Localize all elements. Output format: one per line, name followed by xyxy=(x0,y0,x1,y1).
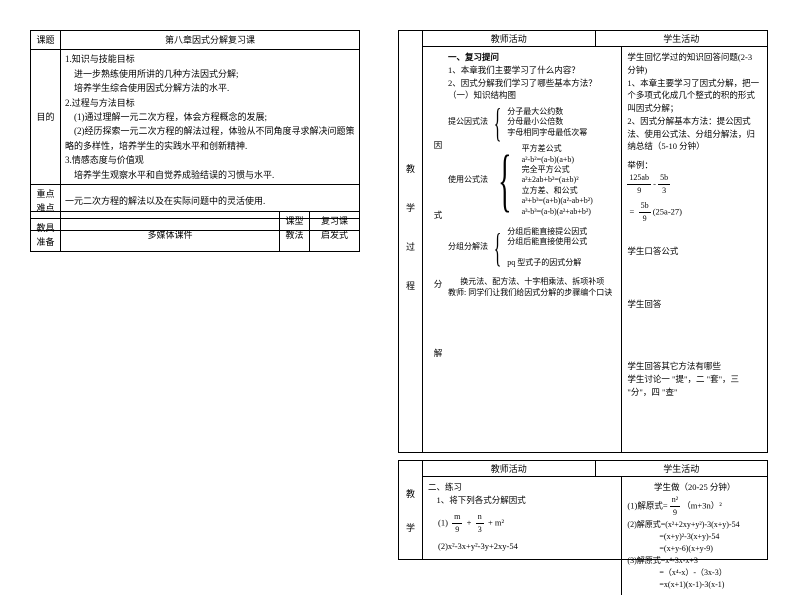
goals: 1.知识与技能目标 进一步熟练使用所讲的几种方法因式分解; 培养学生综合使用因式… xyxy=(61,50,360,185)
student-col-b: 学生做（20-25 分钟） (1)解原式= n²9 （m+3n）² (2)解原式… xyxy=(622,477,767,595)
t2: 1、将下列各式分解因式 xyxy=(428,494,616,507)
rev-title: 一、复习提问 xyxy=(448,51,616,64)
s1: 学生回忆学过的知识回答问题(2-3 分钟) xyxy=(627,51,762,77)
pane-body-top: 因式分解 一、复习提问 1、本章我们主要学习了什么内容？ 2、因式分解我们学习了… xyxy=(423,47,767,452)
s3: 2、因式分解基本方法：提公因式法、使用公式法、分组分解法，归纳总结（5-10 分… xyxy=(627,115,762,153)
teacher-hdr: 教师活动 xyxy=(423,31,596,47)
topic: 第八章因式分解复习课 xyxy=(61,31,360,50)
brace-icon: { xyxy=(498,156,511,205)
teacher-col: 因式分解 一、复习提问 1、本章我们主要学习了什么内容？ 2、因式分解我们学习了… xyxy=(423,47,622,452)
student-hdr-b: 学生活动 xyxy=(596,461,768,477)
student-hdr: 学生活动 xyxy=(596,31,768,47)
pane-body-bottom: 二、练习 1、将下列各式分解因式 (1) m9 + n3 + m² (2)x²-… xyxy=(423,477,767,595)
t4: (2)x²-3x+y²-3y+2xy-54 xyxy=(438,540,616,553)
lesson-plan-table-2: 课型 复习课 xyxy=(30,211,360,231)
ex-frac2: = 5b9 (25a-27) xyxy=(627,200,762,225)
q1: 1、本章我们主要学习了什么内容？ xyxy=(448,64,616,77)
vert-label-process: 教学过程 xyxy=(399,31,423,452)
pane-header-top: 教师活动 学生活动 xyxy=(423,31,767,47)
brace-icon: { xyxy=(494,109,502,137)
s7: 学生讨论一 "提"，二 "套"，三 "分"，四 "查" xyxy=(627,373,762,399)
tool-label-2 xyxy=(31,212,61,231)
q3: （一）知识结构图 xyxy=(448,89,616,102)
teacher-hdr-b: 教师活动 xyxy=(423,461,596,477)
ex-frac: 125ab9 - 5b3 xyxy=(627,172,762,197)
q2: 2、因式分解我们学习了哪些基本方法？ xyxy=(448,77,616,90)
content-pane-top: 教师活动 学生活动 因式分解 一、复习提问 1、本章我们主要学习了什么内容？ 2… xyxy=(423,31,767,452)
teacher-col-b: 二、练习 1、将下列各式分解因式 (1) m9 + n3 + m² (2)x²-… xyxy=(423,477,622,595)
extra-methods: 换元法、配方法、十字相乘法、拆项补项 xyxy=(448,277,616,287)
sb2: (2)解原式=(x²+2xy+y²)-3(x+y)-54 =(x+y)²-3(x… xyxy=(627,519,762,555)
final-line: 教师: 同学们让我们给因式分解的步骤编个口诀 xyxy=(448,288,616,298)
tree-c1: 提公因式法 { 分子最大公约数 分母最小公倍数 字母相同字母最低次幂 xyxy=(448,107,616,138)
sb1: (1)解原式= n²9 （m+3n）² xyxy=(627,494,762,519)
tree-c2: 使用公式法 { 平方差公式 a²-b²=(a-b)(a+b) 完全平方公式 a²… xyxy=(448,144,616,217)
s2: 1、本章主要学习了因式分解，把一个多项式化成几个整式的积的形式叫因式分解； xyxy=(627,77,762,115)
type-label: 课型 xyxy=(280,212,310,231)
t1: 二、练习 xyxy=(428,481,616,494)
s6: 学生回答其它方法有哪些 xyxy=(627,360,762,373)
s4: 学生口答公式 xyxy=(627,245,762,258)
brace-icon: { xyxy=(494,234,502,262)
pane-header-bottom: 教师活动 学生活动 xyxy=(423,461,767,477)
s5: 学生回答 xyxy=(627,298,762,311)
tool-2 xyxy=(61,212,280,231)
topic-label: 课题 xyxy=(31,31,61,50)
ex-label: 举例： xyxy=(627,159,762,172)
vert-label-factor: 因式分解 xyxy=(428,51,448,448)
student-col: 学生回忆学过的知识回答问题(2-3 分钟) 1、本章主要学习了因式分解，把一个多… xyxy=(622,47,767,452)
sb3: (3)解原式=x⁴-3x-x+3 =（x⁴-x）-（3x-3） =x(x+1)(… xyxy=(627,555,762,591)
content-pane-bottom: 教师活动 学生活动 二、练习 1、将下列各式分解因式 (1) m9 + n3 +… xyxy=(423,461,767,559)
student-time: 学生做（20-25 分钟） xyxy=(627,481,762,494)
vert-label-bottom: 教学 xyxy=(399,461,423,559)
t3: (1) m9 + n3 + m² xyxy=(438,511,616,536)
goal-label: 目的 xyxy=(31,50,61,185)
process-box-bottom: 教学 教师活动 学生活动 二、练习 1、将下列各式分解因式 (1) m9 + n… xyxy=(398,460,768,560)
process-box-top: 教学过程 教师活动 学生活动 因式分解 一、复习提问 1、本章我们主要学习了什么… xyxy=(398,30,768,453)
type: 复习课 xyxy=(310,212,360,231)
tree-c3: 分组分解法 { 分组后能直接提公因式 分组后能直接使用公式 pq 型式子的因式分… xyxy=(448,227,616,269)
